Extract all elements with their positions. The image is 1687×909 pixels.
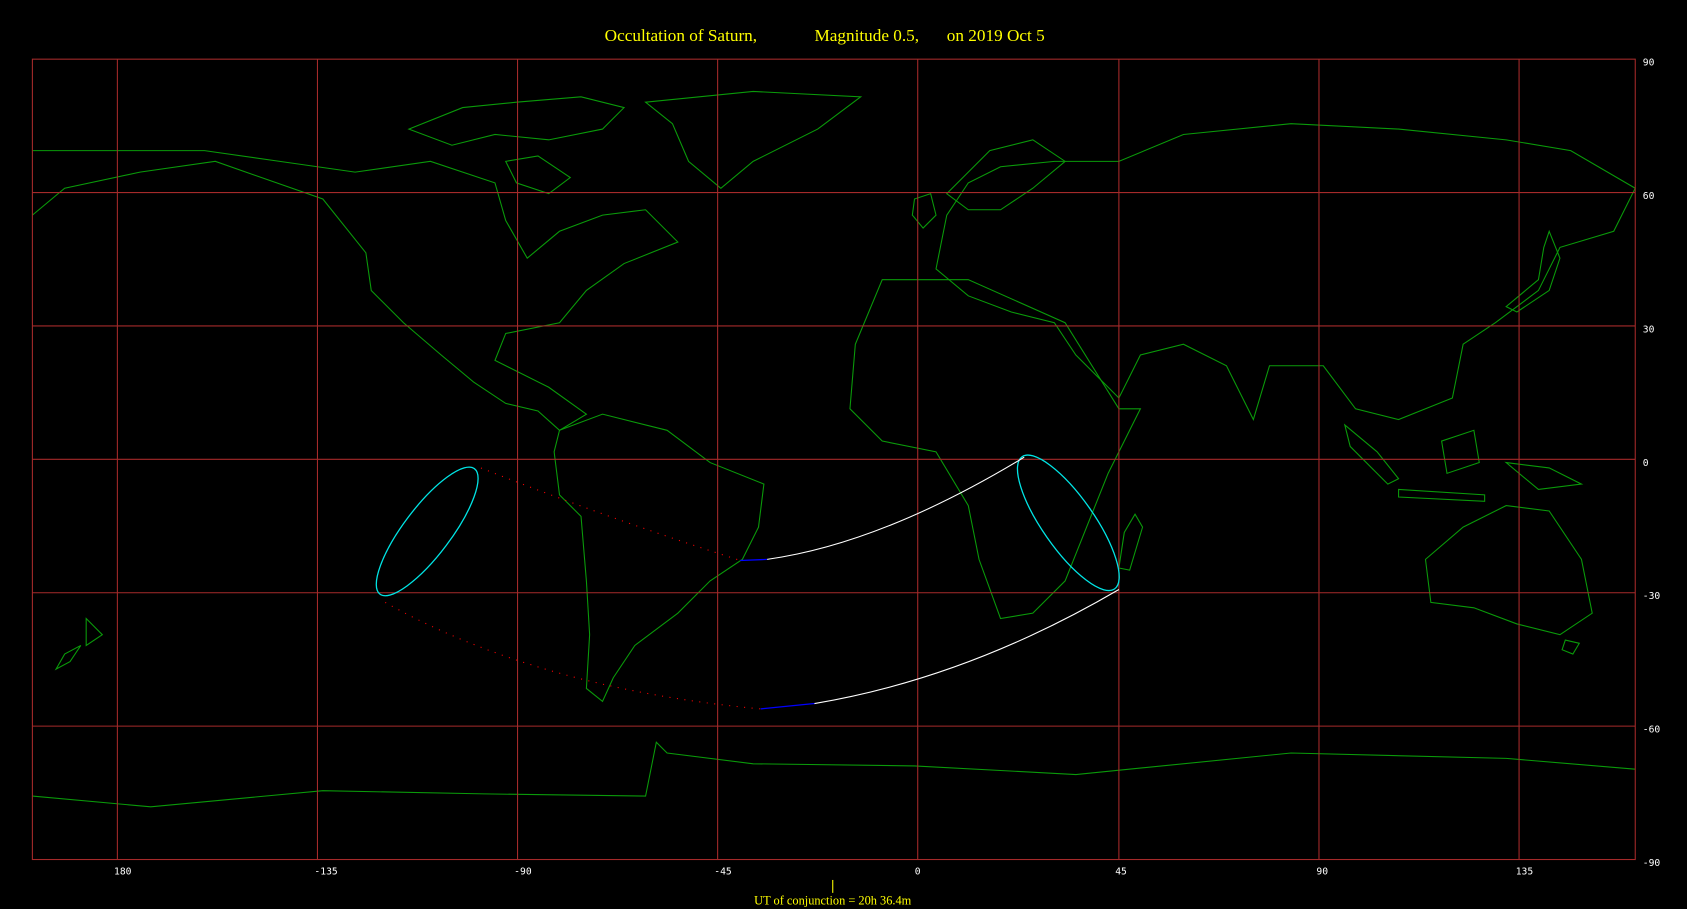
coast-arctic-islands bbox=[407, 96, 626, 195]
occultation-tracks bbox=[375, 454, 1120, 710]
coast-north-america bbox=[32, 150, 679, 431]
north-limit-twilight bbox=[480, 467, 741, 561]
title-object: Occultation of Saturn, bbox=[605, 26, 757, 45]
lon-tick: 0 bbox=[915, 867, 921, 878]
lat-tick: 0 bbox=[1643, 458, 1649, 469]
north-limit-daylight bbox=[740, 558, 768, 562]
north-limit bbox=[767, 456, 1025, 560]
lon-tick: -135 bbox=[314, 867, 337, 878]
longitude-axis: 180 -135 -90 -45 0 45 90 135 bbox=[114, 867, 1533, 878]
lat-tick: -30 bbox=[1643, 591, 1661, 602]
title-date: on 2019 Oct 5 bbox=[947, 26, 1045, 45]
south-limit bbox=[814, 589, 1120, 705]
coast-uk bbox=[911, 192, 937, 229]
lat-tick: -90 bbox=[1643, 858, 1661, 869]
lon-tick: 90 bbox=[1316, 867, 1328, 878]
visibility-limit-west bbox=[375, 466, 479, 597]
ut-of-conjunction: UT of conjunction = 20h 36.4m bbox=[754, 894, 911, 908]
coast-greenland bbox=[644, 90, 863, 189]
lon-tick: 45 bbox=[1115, 867, 1127, 878]
lat-tick: 60 bbox=[1643, 191, 1655, 202]
coast-south-america bbox=[553, 413, 765, 703]
visibility-limit-east bbox=[1016, 454, 1120, 592]
lat-tick: 30 bbox=[1643, 324, 1655, 335]
coastlines bbox=[32, 90, 1636, 808]
coast-australia bbox=[1424, 505, 1593, 655]
latitude-axis: 90 60 30 0 -30 -60 -90 bbox=[1643, 58, 1661, 869]
lon-tick: 180 bbox=[114, 867, 132, 878]
coast-madagascar bbox=[1118, 513, 1144, 571]
coast-new-zealand bbox=[54, 617, 104, 671]
south-limit-daylight bbox=[760, 702, 815, 710]
coast-indonesia bbox=[1343, 423, 1584, 502]
coast-scandinavia bbox=[945, 139, 1067, 211]
lat-tick: -60 bbox=[1643, 725, 1661, 736]
graticule bbox=[31, 58, 1636, 861]
title-magnitude: Magnitude 0.5, bbox=[814, 26, 919, 45]
lon-tick: -45 bbox=[714, 867, 732, 878]
coast-eurasia bbox=[935, 123, 1636, 421]
lat-tick: 90 bbox=[1643, 58, 1655, 69]
coast-africa bbox=[849, 279, 1142, 620]
south-limit-twilight bbox=[384, 601, 761, 710]
coast-japan bbox=[1505, 229, 1561, 313]
lon-tick: -90 bbox=[514, 867, 532, 878]
coast-antarctica bbox=[32, 741, 1636, 808]
lon-tick: 135 bbox=[1516, 867, 1534, 878]
